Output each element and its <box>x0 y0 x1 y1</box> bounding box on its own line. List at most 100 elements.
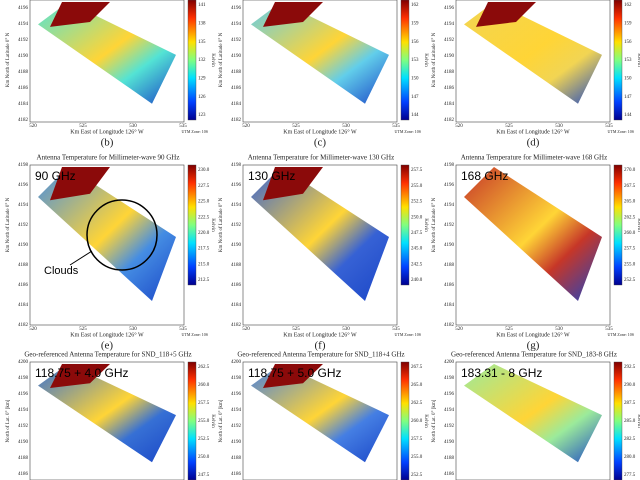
plot-frame <box>455 361 611 480</box>
colorbar-tick-label: 123 <box>198 113 206 118</box>
panel-caption: (e) <box>101 340 114 352</box>
colorbar-tick-label: 255.0 <box>411 455 423 460</box>
colorbar-tick-label: 225.0 <box>198 200 210 205</box>
annotation: Clouds <box>44 265 79 277</box>
y-tick-label: 4198 <box>444 376 455 381</box>
y-tick-label: 4188 <box>231 456 242 461</box>
colorbar-tick-label: 240.0 <box>411 278 423 283</box>
colorbar-tick-label: 159 <box>624 21 632 26</box>
plot-frame <box>29 361 185 480</box>
colorbar-tick-label: 252.5 <box>624 278 636 283</box>
x-axis-label: Km East of Longitude 126° W <box>70 128 144 135</box>
colorbar-tick-label: 153 <box>624 58 632 63</box>
y-tick-label: 4184 <box>231 303 242 308</box>
colorbar-tick-label: 147 <box>411 95 419 100</box>
y-tick-label: 4190 <box>231 243 242 248</box>
y-axis-label: Km North of Latitude 0° N <box>432 32 437 87</box>
x-tick-label: 525 <box>79 327 87 332</box>
colorbar-tick-label: 280.0 <box>624 455 636 460</box>
swath <box>251 364 389 463</box>
x-tick-label: 525 <box>505 124 513 129</box>
annotation-arrow <box>69 250 93 266</box>
colorbar-tick-label: 212.5 <box>198 278 210 283</box>
y-tick-label: 4196 <box>444 392 455 397</box>
colorbar <box>400 361 410 480</box>
x-tick-label: 535 <box>392 124 400 129</box>
x-tick-label: 530 <box>555 327 563 332</box>
utm-zone: UTM Zone: 10S <box>608 332 634 337</box>
colorbar-tick-label: 262.5 <box>411 401 423 406</box>
panel-title: Antenna Temperature for Millimeter-wave … <box>248 154 394 162</box>
y-tick-label: 4188 <box>444 70 455 75</box>
plot-frame <box>242 361 398 480</box>
colorbar-tick-label: 141 <box>198 3 206 8</box>
y-tick-label: 4192 <box>18 424 29 429</box>
panel-title: Geo-referenced Antenna Temperature for S… <box>24 351 191 359</box>
utm-zone: UTM Zone: 10S <box>608 129 634 134</box>
plot-frame <box>29 164 185 326</box>
colorbar-tick-label: 126 <box>198 95 206 100</box>
colorbar-tick-label: 260.0 <box>624 231 636 236</box>
y-tick-label: 4196 <box>18 392 29 397</box>
y-tick-label: 4188 <box>231 263 242 268</box>
panel-title: Antenna Temperature for Millimeter-wave … <box>461 154 607 162</box>
colorbar-tick-label: 227.5 <box>198 184 210 189</box>
colorbar <box>400 0 410 121</box>
panel-caption: (d) <box>527 137 540 149</box>
utm-zone: UTM Zone: 10S <box>182 332 208 337</box>
colorbar <box>400 164 410 286</box>
colorbar-tick-label: 215.0 <box>198 262 210 267</box>
y-tick-label: 4184 <box>231 102 242 107</box>
plot-frame <box>455 164 611 326</box>
panel-title: Geo-referenced Antenna Temperature for S… <box>451 351 617 359</box>
plot-frame <box>242 0 398 123</box>
colorbar-tick-label: 162 <box>624 3 632 8</box>
x-tick-label: 525 <box>505 327 513 332</box>
colorbar-tick-label: 250.0 <box>198 455 210 460</box>
colorbar-label: Kelvin <box>636 53 640 67</box>
x-tick-label: 525 <box>79 124 87 129</box>
y-tick-label: 4182 <box>444 323 455 328</box>
y-axis-label: Km North of Latitude 0° N <box>6 197 11 252</box>
colorbar-tick-label: 220.0 <box>198 231 210 236</box>
colorbar-tick-label: 247.5 <box>198 473 210 478</box>
y-axis-label: Km North of Latitude 0° N <box>432 197 437 252</box>
colorbar-tick-label: 262.5 <box>198 365 210 370</box>
y-tick-label: 4190 <box>18 54 29 59</box>
colorbar-label: Kelvin <box>423 414 428 428</box>
y-tick-label: 4196 <box>231 6 242 11</box>
swath <box>38 364 176 463</box>
swath <box>464 167 602 301</box>
x-axis-label: Km East of Longitude 126° W <box>496 331 570 338</box>
y-tick-label: 4190 <box>231 440 242 445</box>
swath <box>38 2 176 104</box>
x-tick-label: 520 <box>242 327 250 332</box>
x-tick-label: 535 <box>179 327 187 332</box>
colorbar-tick-label: 144 <box>411 113 419 118</box>
y-tick-label: 4188 <box>444 456 455 461</box>
colorbar-tick-label: 285.0 <box>624 419 636 424</box>
y-tick-label: 4194 <box>231 22 242 27</box>
colorbar-tick-label: 153 <box>411 58 419 63</box>
y-tick-label: 4182 <box>231 323 242 328</box>
utm-zone: UTM Zone: 10S <box>395 332 421 337</box>
colorbar <box>187 0 197 121</box>
y-tick-label: 4182 <box>444 118 455 123</box>
frequency-label: 90 GHz <box>35 169 76 183</box>
colorbar-label: Kelvin <box>636 414 640 428</box>
colorbar-tick-label: 260.0 <box>411 419 423 424</box>
colorbar-tick-label: 287.5 <box>624 401 636 406</box>
x-tick-label: 535 <box>605 327 613 332</box>
y-tick-label: 4186 <box>18 472 29 477</box>
colorbar <box>613 0 623 121</box>
colorbar-tick-label: 267.5 <box>411 365 423 370</box>
colorbar-tick-label: 267.5 <box>624 184 636 189</box>
y-tick-label: 4198 <box>18 163 29 168</box>
y-tick-label: 4198 <box>18 376 29 381</box>
colorbar-tick-label: 156 <box>624 40 632 45</box>
colorbar-label: Kelvin <box>210 218 215 232</box>
frequency-label: 168 GHz <box>461 169 508 183</box>
colorbar <box>613 164 623 286</box>
x-tick-label: 520 <box>29 327 37 332</box>
